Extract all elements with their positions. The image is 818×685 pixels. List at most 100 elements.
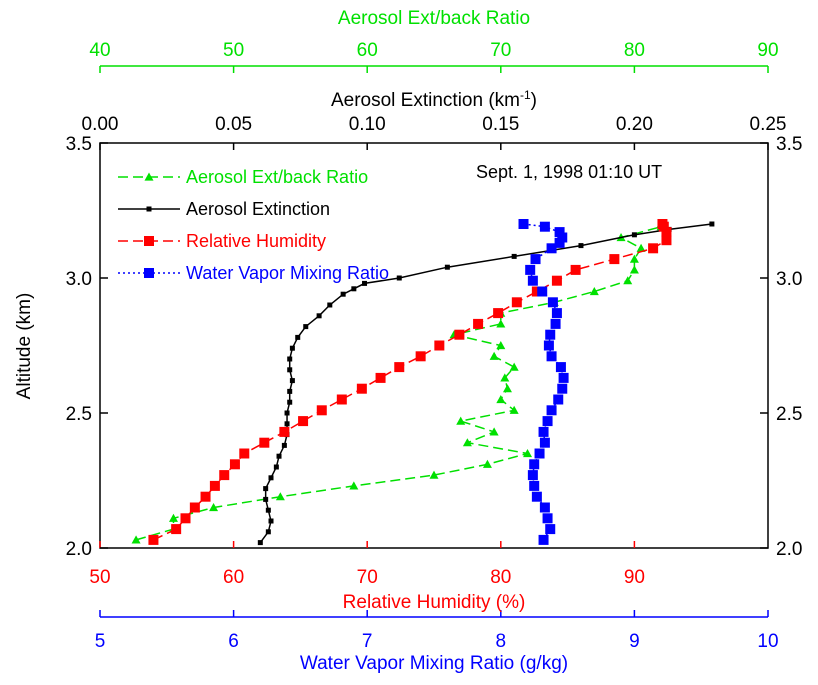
point-aerosol-extinction [340,291,346,297]
series-line-relative-humidity [153,223,668,541]
point-aerosol-extinction [303,324,309,330]
point-relative-humidity [229,459,240,470]
point-relative-humidity [648,243,659,254]
point-aerosol-extinction [263,496,269,502]
point-relative-humidity [454,329,465,340]
tick-label-humidity: 70 [357,567,378,588]
axis-title-extinction-end: ) [531,90,537,111]
axis-title-extinction-main: Aerosol Extinction (km [331,90,520,111]
tick-label-extinction: 0.15 [482,114,519,135]
legend-label-relative-humidity: Relative Humidity [186,231,326,251]
point-relative-humidity [657,219,668,229]
point-aerosol-ext-back-ratio [636,243,646,252]
point-water-vapor-mixing-ratio [547,297,558,308]
point-water-vapor-mixing-ratio [542,513,553,524]
tick-label-altitude-right: 3.0 [776,269,802,290]
tick-label-mixing: 5 [95,631,106,652]
point-water-vapor-mixing-ratio [558,372,569,383]
point-water-vapor-mixing-ratio [545,329,556,340]
point-relative-humidity [279,426,290,437]
point-water-vapor-mixing-ratio [527,470,538,481]
tick-label-extinction: 0.10 [349,114,386,135]
axis-title-mixing: Water Vapor Mixing Ratio (g/kg) [300,653,568,674]
point-water-vapor-mixing-ratio [539,437,550,448]
point-aerosol-extinction [511,253,517,259]
tick-label-altitude-left: 2.0 [66,539,92,560]
tick-label-ext_back: 80 [624,40,645,61]
point-water-vapor-mixing-ratio [543,340,554,351]
axis-title-ext-back: Aerosol Ext/back Ratio [338,8,530,29]
point-relative-humidity [148,534,159,545]
tick-label-altitude-left: 2.5 [66,404,92,425]
point-aerosol-extinction [709,221,715,227]
point-relative-humidity [200,491,211,502]
tick-label-ext_back: 60 [357,40,378,61]
point-relative-humidity [473,318,484,329]
tick-label-altitude-left: 3.5 [66,134,92,155]
point-aerosol-ext-back-ratio [502,384,512,393]
point-relative-humidity [493,308,504,319]
point-water-vapor-mixing-ratio [539,502,550,513]
point-aerosol-ext-back-ratio [496,319,506,328]
point-aerosol-ext-back-ratio [500,373,510,382]
legend-label-aerosol-ext-back-ratio: Aerosol Ext/back Ratio [186,167,368,187]
tick-label-mixing: 6 [228,631,239,652]
annotation-date: Sept. 1, 1998 01:10 UT [476,162,662,182]
point-aerosol-ext-back-ratio [349,481,359,490]
point-aerosol-extinction [263,486,269,492]
point-aerosol-extinction [289,345,295,351]
point-water-vapor-mixing-ratio [546,243,557,254]
tick-label-mixing: 8 [496,631,507,652]
point-relative-humidity [189,502,200,513]
point-aerosol-extinction [287,367,293,373]
point-relative-humidity [171,524,182,535]
point-relative-humidity [531,286,542,297]
point-aerosol-ext-back-ratio [509,405,519,414]
point-relative-humidity [316,405,327,416]
point-water-vapor-mixing-ratio [546,405,557,416]
tick-label-mixing: 10 [757,631,778,652]
point-aerosol-ext-back-ratio [509,362,519,371]
point-relative-humidity [298,416,309,427]
point-aerosol-ext-back-ratio [623,276,633,285]
point-aerosol-ext-back-ratio [482,459,492,468]
point-water-vapor-mixing-ratio [546,351,557,362]
point-relative-humidity [661,227,672,238]
point-water-vapor-mixing-ratio [525,264,536,275]
legend-marker-relative-humidity [144,236,154,246]
tick-label-mixing: 9 [629,631,640,652]
point-relative-humidity [239,448,250,459]
point-relative-humidity [415,351,426,362]
tick-label-altitude-right: 2.5 [776,404,802,425]
point-water-vapor-mixing-ratio [529,459,540,470]
tick-label-ext_back: 40 [89,40,110,61]
point-aerosol-ext-back-ratio [496,341,506,350]
point-water-vapor-mixing-ratio [527,275,538,286]
point-water-vapor-mixing-ratio [530,254,541,265]
axis-title-humidity: Relative Humidity (%) [343,592,526,613]
point-water-vapor-mixing-ratio [557,232,568,243]
point-aerosol-extinction [257,540,263,546]
point-aerosol-extinction [273,464,279,470]
point-aerosol-extinction [281,442,287,448]
point-aerosol-ext-back-ratio [275,492,285,501]
point-aerosol-ext-back-ratio [489,427,499,436]
point-aerosol-ext-back-ratio [456,416,466,425]
point-aerosol-extinction [287,399,293,405]
point-relative-humidity [209,480,220,491]
point-water-vapor-mixing-ratio [534,448,545,459]
point-aerosol-extinction [268,518,274,524]
tick-label-altitude-left: 3.0 [66,269,92,290]
point-relative-humidity [180,513,191,524]
tick-label-ext_back: 90 [757,40,778,61]
point-water-vapor-mixing-ratio [553,394,564,405]
point-water-vapor-mixing-ratio [537,286,548,297]
point-aerosol-extinction [287,356,293,362]
point-water-vapor-mixing-ratio [542,416,553,427]
point-relative-humidity [336,394,347,405]
tick-label-mixing: 7 [362,631,373,652]
axis-title-altitude: Altitude (km) [14,293,35,400]
point-aerosol-ext-back-ratio [131,535,141,544]
point-water-vapor-mixing-ratio [554,237,565,248]
